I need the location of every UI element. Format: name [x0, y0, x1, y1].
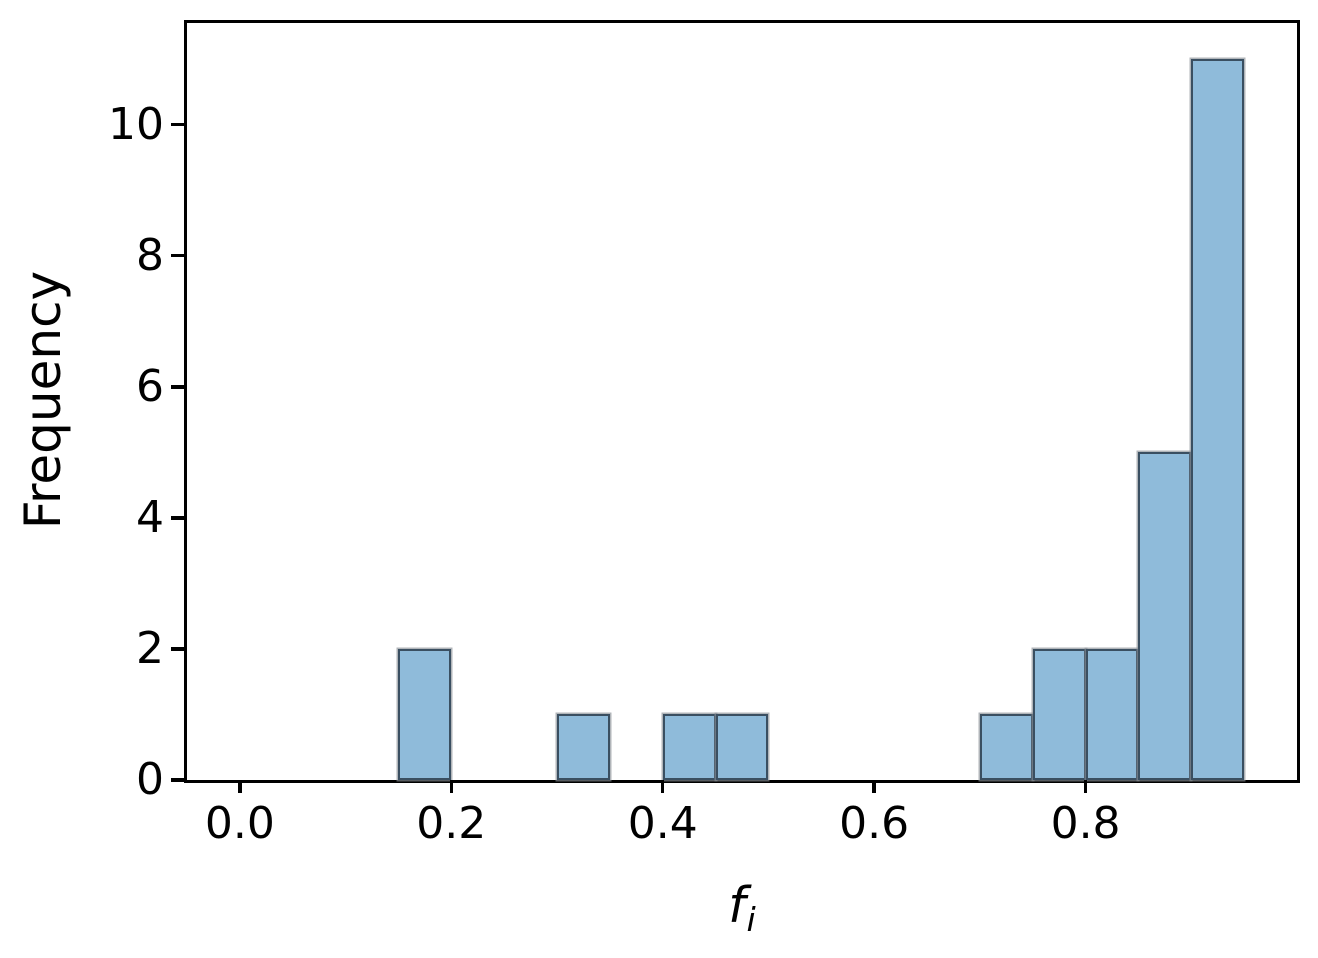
y-tick-mark [171, 647, 184, 651]
histogram-bar [662, 714, 716, 780]
x-tick-label: 0.4 [627, 798, 698, 849]
histogram-bar [1191, 59, 1245, 780]
histogram-bar [1032, 648, 1086, 780]
y-tick-mark [171, 516, 184, 520]
histogram-bar [715, 714, 769, 780]
x-tick-mark [449, 780, 454, 793]
y-tick-mark [171, 253, 184, 258]
x-tick-mark [660, 780, 665, 793]
x-tick-mark [238, 780, 242, 793]
y-tick-mark [171, 778, 184, 782]
histogram-bar [1138, 452, 1192, 780]
x-tick-mark [872, 780, 876, 793]
histogram-bar [398, 648, 452, 780]
histogram-bar [557, 714, 610, 780]
y-tick-label: 4 [136, 491, 164, 543]
y-tick-label: 0 [136, 753, 164, 805]
y-tick-mark [171, 385, 184, 389]
y-tick-label: 6 [136, 360, 164, 412]
y-axis-label: Frequency [14, 270, 72, 530]
y-tick-label: 2 [136, 622, 164, 674]
y-tick-label: 8 [136, 229, 164, 281]
x-axis-label-subscript: i [746, 900, 756, 940]
y-tick-label: 10 [108, 98, 164, 150]
x-tick-label: 0.6 [839, 798, 910, 849]
x-tick-label: 0.2 [416, 798, 487, 849]
x-tick-mark [1083, 780, 1088, 793]
plot-area [184, 20, 1300, 783]
x-tick-label: 0.8 [1050, 798, 1121, 849]
x-tick-label: 0.0 [204, 798, 275, 849]
y-tick-mark [171, 122, 184, 127]
x-axis-label: fi [728, 877, 756, 939]
x-axis-label-symbol: f [728, 876, 746, 934]
histogram-bar [979, 714, 1033, 780]
histogram-bar [1085, 648, 1139, 780]
